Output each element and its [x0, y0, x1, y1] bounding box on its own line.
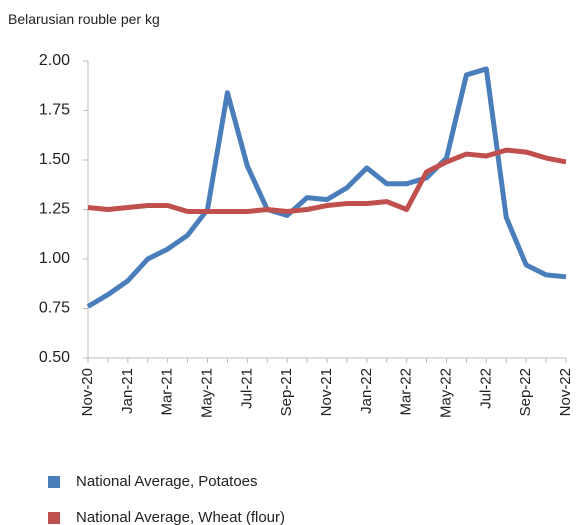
x-tick-label: May-21 [198, 368, 215, 418]
legend-swatch [48, 476, 60, 488]
legend-label: National Average, Wheat (flour) [76, 509, 285, 525]
legend-swatch [48, 512, 60, 524]
y-tick-label: 1.25 [39, 201, 70, 218]
x-tick-label: Jan-22 [358, 368, 375, 414]
x-tick-label: Mar-22 [398, 368, 415, 416]
y-tick-label: 1.50 [39, 151, 70, 168]
y-tick-label: 1.75 [39, 102, 70, 119]
x-tick-label: May-22 [437, 368, 454, 418]
x-tick-label: Sep-22 [517, 368, 534, 416]
x-tick-label: Nov-21 [318, 368, 335, 416]
series-line [86, 66, 567, 309]
x-tick-label: Jul-22 [477, 368, 494, 409]
x-tick-label: Jan-21 [119, 368, 136, 414]
y-tick-label: 1.00 [39, 250, 70, 267]
y-tick-label: 0.75 [39, 300, 70, 317]
y-tick-label: 2.00 [39, 52, 70, 69]
y-tick-label: 0.50 [39, 349, 70, 366]
x-tick-label: Nov-22 [557, 368, 574, 416]
x-tick-label: Mar-21 [159, 368, 176, 416]
y-axis-label: Belarusian rouble per kg [8, 11, 160, 27]
x-tick-label: Jul-21 [238, 368, 255, 409]
series-line [87, 147, 567, 214]
legend-label: National Average, Potatoes [76, 473, 258, 490]
x-tick-label: Nov-20 [79, 368, 96, 416]
x-tick-label: Sep-21 [278, 368, 295, 416]
